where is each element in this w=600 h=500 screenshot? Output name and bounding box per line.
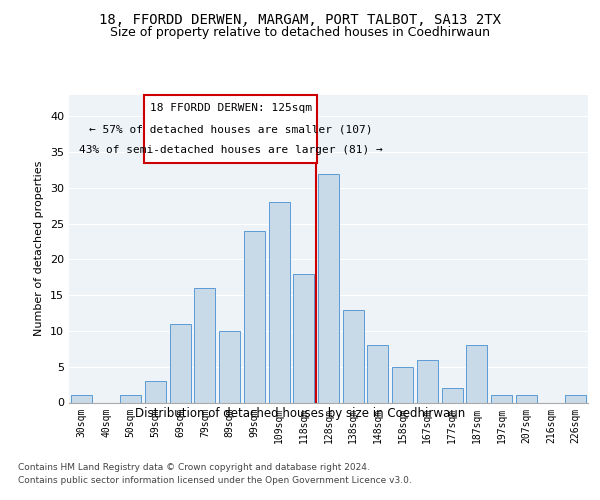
Bar [318, 174, 339, 402]
Text: Size of property relative to detached houses in Coedhirwaun: Size of property relative to detached ho… [110, 26, 490, 39]
Bar [417, 360, 438, 403]
Bar [565, 396, 586, 402]
Bar [145, 381, 166, 402]
Bar [145, 95, 317, 163]
Text: Distribution of detached houses by size in Coedhirwaun: Distribution of detached houses by size … [135, 408, 465, 420]
Bar [491, 396, 512, 402]
Bar [269, 202, 290, 402]
Bar [71, 396, 92, 402]
Bar [367, 346, 388, 403]
Bar [120, 396, 141, 402]
Bar [466, 346, 487, 403]
Bar [244, 231, 265, 402]
Text: 18 FFORDD DERWEN: 125sqm: 18 FFORDD DERWEN: 125sqm [150, 103, 312, 113]
Bar [194, 288, 215, 403]
Bar [516, 396, 537, 402]
Bar [170, 324, 191, 402]
Text: Contains HM Land Registry data © Crown copyright and database right 2024.: Contains HM Land Registry data © Crown c… [18, 462, 370, 471]
Bar [293, 274, 314, 402]
Text: 43% of semi-detached houses are larger (81) →: 43% of semi-detached houses are larger (… [79, 146, 383, 156]
Bar [219, 331, 240, 402]
Text: 18, FFORDD DERWEN, MARGAM, PORT TALBOT, SA13 2TX: 18, FFORDD DERWEN, MARGAM, PORT TALBOT, … [99, 12, 501, 26]
Text: Contains public sector information licensed under the Open Government Licence v3: Contains public sector information licen… [18, 476, 412, 485]
Y-axis label: Number of detached properties: Number of detached properties [34, 161, 44, 336]
Bar [343, 310, 364, 402]
Bar [442, 388, 463, 402]
Text: ← 57% of detached houses are smaller (107): ← 57% of detached houses are smaller (10… [89, 124, 373, 134]
Bar [392, 366, 413, 402]
